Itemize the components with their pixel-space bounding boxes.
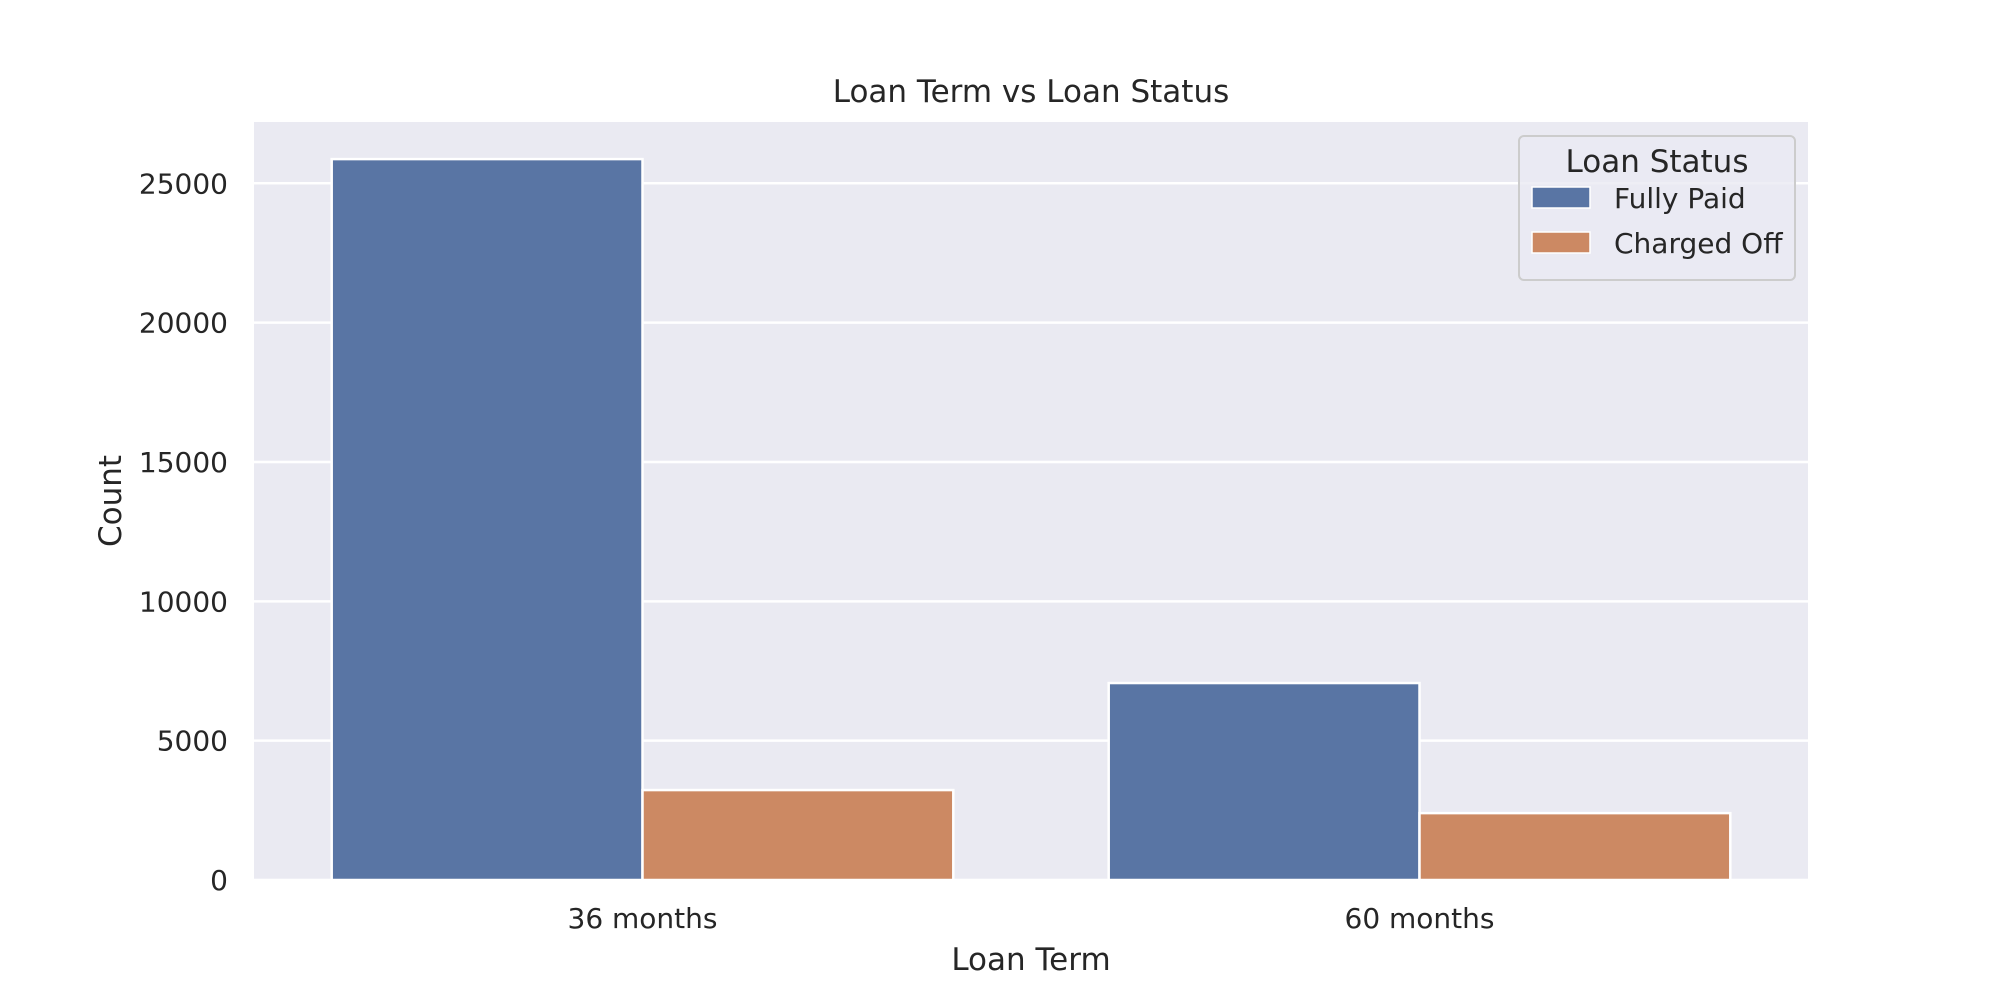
legend-label: Charged Off [1614,227,1783,260]
y-tick-label: 0 [210,864,228,897]
legend: Loan Status Fully Paid Charged Off [1518,135,1796,281]
bars [330,157,1732,882]
y-tick-label: 20000 [139,307,228,340]
y-axis-ticks: 0 5000 10000 15000 20000 25000 [139,167,228,897]
y-tick-label: 10000 [139,585,228,618]
legend-title: Loan Status [1566,144,1749,180]
x-tick-label: 60 months [1345,902,1495,935]
x-axis-ticks: 36 months 60 months [568,902,1495,935]
bar [1107,681,1421,882]
bar [1418,811,1732,882]
y-tick-label: 5000 [157,725,228,758]
x-axis-label: Loan Term [951,942,1110,978]
x-tick-label: 36 months [568,902,718,935]
legend-label: Fully Paid [1614,182,1746,215]
legend-swatch [1531,186,1591,209]
y-axis-label: Count [93,455,129,547]
y-tick-label: 25000 [139,167,228,200]
y-tick-label: 15000 [139,446,228,479]
bar [641,788,955,882]
chart-title: Loan Term vs Loan Status [833,74,1230,110]
bar [330,157,644,882]
legend-items: Fully Paid Charged Off [1531,182,1783,260]
legend-swatch [1531,231,1591,254]
